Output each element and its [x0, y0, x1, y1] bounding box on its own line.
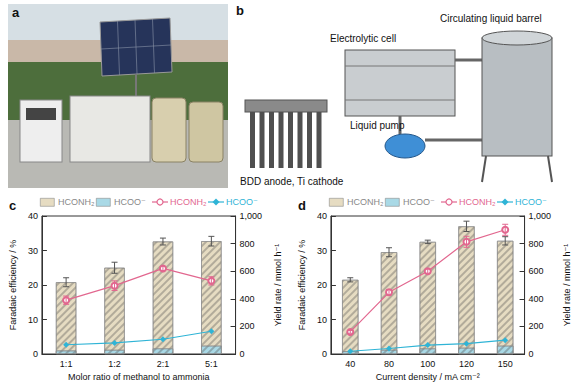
- svg-text:40: 40: [317, 211, 327, 221]
- svg-text:20: 20: [317, 280, 327, 290]
- svg-text:40: 40: [28, 211, 38, 221]
- svg-text:BDD anode, Ti cathode: BDD anode, Ti cathode: [240, 176, 344, 187]
- svg-text:100: 100: [420, 359, 435, 369]
- svg-text:Molor ratio of methanol to amm: Molor ratio of methanol to ammonia: [68, 372, 210, 382]
- svg-text:150: 150: [498, 359, 513, 369]
- svg-text:Yield rate / mmol h⁻¹: Yield rate / mmol h⁻¹: [273, 244, 283, 326]
- svg-text:0: 0: [33, 349, 38, 359]
- svg-text:d: d: [298, 198, 306, 213]
- svg-text:Yield rate / mmol h⁻¹: Yield rate / mmol h⁻¹: [562, 244, 572, 326]
- svg-text:b: b: [236, 3, 244, 18]
- svg-text:1:1: 1:1: [60, 359, 73, 369]
- svg-text:10: 10: [28, 315, 38, 325]
- svg-text:Electrolytic cell: Electrolytic cell: [330, 33, 396, 44]
- svg-text:HCOO⁻: HCOO⁻: [515, 197, 547, 207]
- svg-text:200: 200: [240, 321, 255, 331]
- svg-text:HCONH₂: HCONH₂: [347, 197, 384, 207]
- svg-text:20: 20: [28, 280, 38, 290]
- svg-text:0: 0: [322, 349, 327, 359]
- svg-text:Circulating liquid barrel: Circulating liquid barrel: [440, 13, 542, 24]
- svg-text:c: c: [9, 198, 16, 213]
- svg-text:5:1: 5:1: [205, 359, 218, 369]
- svg-text:0: 0: [529, 349, 534, 359]
- svg-text:HCOO⁻: HCOO⁻: [403, 197, 435, 207]
- svg-text:400: 400: [529, 294, 544, 304]
- svg-text:600: 600: [240, 266, 255, 276]
- svg-text:1,000: 1,000: [529, 211, 552, 221]
- svg-text:HCONH₂: HCONH₂: [459, 197, 496, 207]
- svg-text:HCONH₂: HCONH₂: [170, 197, 207, 207]
- svg-text:a: a: [12, 5, 20, 20]
- svg-text:1,000: 1,000: [240, 211, 263, 221]
- svg-text:1:2: 1:2: [108, 359, 121, 369]
- svg-text:120: 120: [459, 359, 474, 369]
- svg-text:800: 800: [529, 239, 544, 249]
- svg-text:30: 30: [28, 246, 38, 256]
- svg-text:HCOO⁻: HCOO⁻: [226, 197, 258, 207]
- svg-text:400: 400: [240, 294, 255, 304]
- svg-text:800: 800: [240, 239, 255, 249]
- svg-text:Faradaic efficiency / %: Faradaic efficiency / %: [8, 240, 18, 330]
- svg-text:Current density / mA cm⁻²: Current density / mA cm⁻²: [376, 372, 480, 382]
- svg-text:HCONH₂: HCONH₂: [58, 197, 95, 207]
- svg-text:600: 600: [529, 266, 544, 276]
- svg-text:Liquid pump: Liquid pump: [350, 120, 405, 131]
- svg-text:10: 10: [317, 315, 327, 325]
- svg-text:HCOO⁻: HCOO⁻: [114, 197, 146, 207]
- svg-text:2:1: 2:1: [157, 359, 170, 369]
- svg-text:200: 200: [529, 321, 544, 331]
- svg-text:Faradaic efficiency / %: Faradaic efficiency / %: [297, 240, 307, 330]
- svg-text:80: 80: [384, 359, 394, 369]
- svg-text:30: 30: [317, 246, 327, 256]
- svg-text:40: 40: [345, 359, 355, 369]
- svg-text:0: 0: [240, 349, 245, 359]
